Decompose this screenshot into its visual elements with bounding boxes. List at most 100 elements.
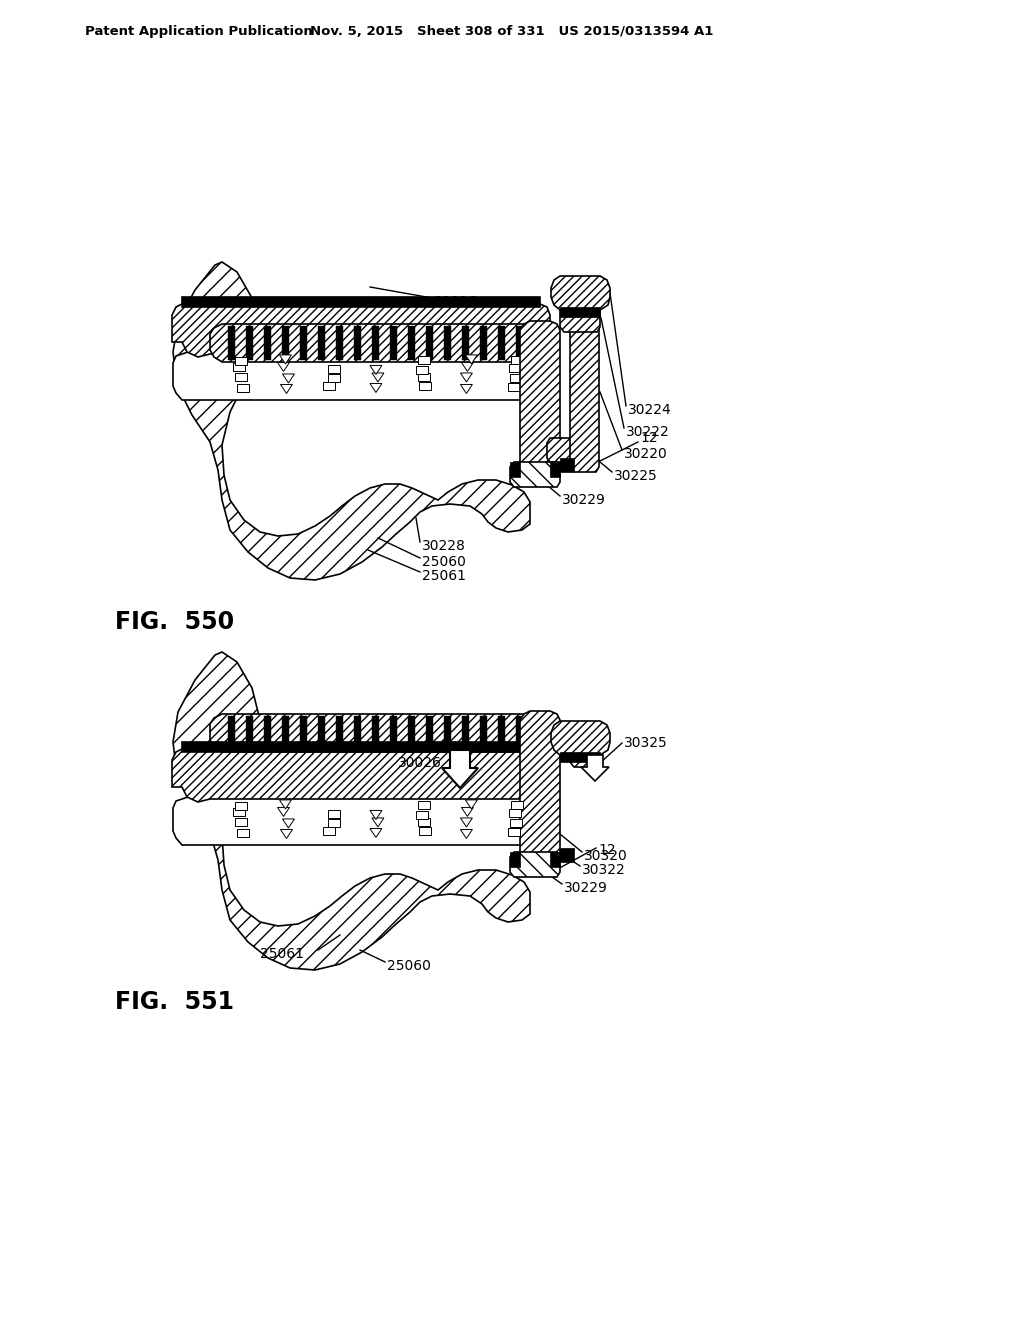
Bar — [509, 809, 521, 817]
Text: FIG.  550: FIG. 550 — [115, 610, 234, 634]
Polygon shape — [228, 715, 234, 750]
Polygon shape — [281, 829, 293, 838]
Bar — [237, 384, 249, 392]
Text: 30222: 30222 — [626, 425, 670, 440]
Polygon shape — [520, 711, 560, 867]
Polygon shape — [462, 808, 473, 817]
Polygon shape — [510, 462, 520, 477]
Polygon shape — [210, 714, 540, 752]
Polygon shape — [280, 800, 292, 809]
Polygon shape — [283, 818, 295, 828]
Polygon shape — [560, 302, 600, 333]
Polygon shape — [300, 326, 307, 360]
Polygon shape — [462, 363, 473, 371]
Polygon shape — [336, 326, 343, 360]
Polygon shape — [550, 462, 560, 477]
Bar — [508, 384, 520, 392]
Polygon shape — [560, 752, 600, 762]
Text: 12: 12 — [640, 432, 657, 445]
Polygon shape — [282, 326, 289, 360]
Polygon shape — [516, 715, 523, 750]
Polygon shape — [426, 326, 433, 360]
Polygon shape — [498, 326, 505, 360]
Polygon shape — [510, 462, 560, 487]
Polygon shape — [336, 715, 343, 750]
Polygon shape — [264, 326, 271, 360]
Bar — [324, 828, 335, 836]
Polygon shape — [172, 748, 550, 803]
Bar — [234, 374, 247, 381]
Bar — [416, 812, 428, 820]
Polygon shape — [498, 715, 505, 750]
Polygon shape — [282, 715, 289, 750]
Text: Patent Application Publication: Patent Application Publication — [85, 25, 312, 38]
Polygon shape — [570, 756, 599, 767]
Polygon shape — [510, 851, 520, 867]
Text: 25061: 25061 — [260, 946, 304, 961]
Polygon shape — [408, 326, 415, 360]
Polygon shape — [461, 374, 472, 381]
Polygon shape — [551, 721, 610, 755]
Polygon shape — [551, 276, 610, 310]
Text: 30320: 30320 — [584, 849, 628, 863]
Polygon shape — [228, 326, 234, 360]
Bar — [329, 810, 340, 818]
Polygon shape — [281, 384, 293, 393]
Polygon shape — [300, 715, 307, 750]
Polygon shape — [318, 326, 325, 360]
Polygon shape — [354, 715, 361, 750]
Polygon shape — [442, 750, 478, 788]
Text: 30229: 30229 — [562, 492, 606, 507]
Text: 30228: 30228 — [422, 539, 466, 553]
Polygon shape — [465, 355, 477, 364]
Text: 30220: 30220 — [624, 447, 668, 461]
Bar — [419, 383, 431, 391]
Bar — [508, 829, 520, 837]
Polygon shape — [246, 326, 253, 360]
Polygon shape — [581, 755, 609, 781]
Polygon shape — [372, 715, 379, 750]
Polygon shape — [172, 304, 550, 356]
Polygon shape — [480, 326, 487, 360]
Bar — [418, 356, 430, 364]
Polygon shape — [372, 374, 384, 381]
Text: 30229: 30229 — [564, 880, 608, 895]
Polygon shape — [560, 847, 574, 862]
Polygon shape — [354, 326, 361, 360]
Polygon shape — [264, 715, 271, 750]
Text: 30026: 30026 — [434, 294, 478, 309]
Polygon shape — [246, 715, 253, 750]
Polygon shape — [461, 829, 472, 838]
Bar — [510, 374, 522, 381]
Polygon shape — [370, 366, 382, 375]
Bar — [237, 829, 249, 837]
Polygon shape — [510, 851, 560, 876]
Polygon shape — [182, 742, 540, 752]
Bar — [234, 818, 247, 826]
Polygon shape — [480, 715, 487, 750]
Polygon shape — [560, 308, 600, 317]
Bar — [232, 808, 245, 817]
Polygon shape — [560, 458, 574, 473]
Polygon shape — [278, 808, 290, 817]
Polygon shape — [444, 326, 451, 360]
Polygon shape — [461, 384, 472, 393]
Text: Nov. 5, 2015   Sheet 308 of 331   US 2015/0313594 A1: Nov. 5, 2015 Sheet 308 of 331 US 2015/03… — [310, 25, 714, 38]
Polygon shape — [465, 800, 477, 809]
Text: 12: 12 — [598, 843, 615, 857]
Polygon shape — [444, 715, 451, 750]
Polygon shape — [520, 321, 560, 477]
Bar — [418, 801, 430, 809]
Polygon shape — [390, 326, 397, 360]
Bar — [418, 818, 430, 826]
Text: 25061: 25061 — [422, 569, 466, 583]
Polygon shape — [570, 312, 599, 473]
Bar — [509, 364, 521, 372]
Polygon shape — [370, 810, 382, 820]
Polygon shape — [372, 326, 379, 360]
Text: 30324: 30324 — [522, 744, 565, 758]
Polygon shape — [372, 818, 384, 826]
Polygon shape — [210, 323, 540, 362]
Text: 30225: 30225 — [614, 469, 657, 483]
Text: FIG.  551: FIG. 551 — [115, 990, 234, 1014]
